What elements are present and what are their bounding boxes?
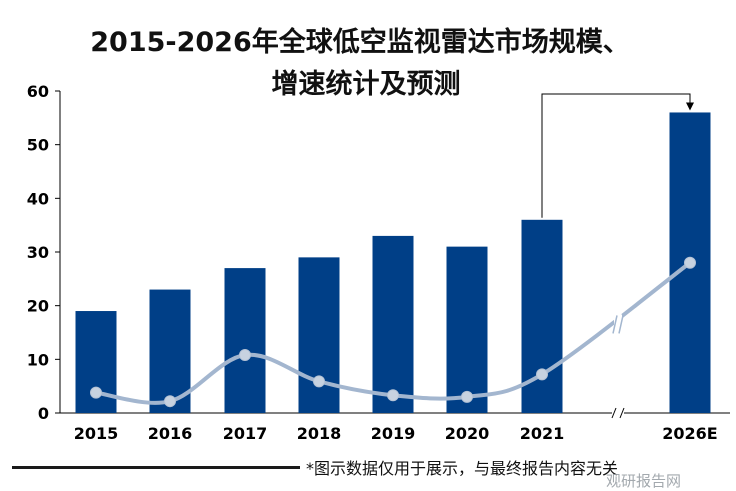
watermark: 观研报告网 (606, 472, 682, 490)
x-tick-label: 2017 (223, 424, 268, 443)
growth-marker (387, 389, 399, 402)
x-tick-label: 2015 (74, 424, 119, 443)
growth-marker (313, 375, 325, 388)
x-tick-label: 2026E (662, 424, 717, 443)
x-tick-label: 2018 (297, 424, 342, 443)
growth-marker (239, 349, 251, 362)
bar (372, 235, 414, 413)
line-break-mark (612, 315, 618, 334)
growth-marker (90, 386, 102, 399)
growth-marker (461, 390, 473, 403)
chart-title-line2: 增速统计及预测 (271, 69, 461, 100)
footnote: *图示数据仅用于展示，与最终报告内容无关 (306, 459, 619, 478)
growth-marker (684, 256, 696, 269)
line-break-mark (618, 315, 624, 334)
y-tick-label: 50 (27, 136, 49, 155)
x-axis-break-mark (619, 407, 625, 419)
bar (298, 257, 340, 413)
growth-marker (536, 368, 548, 381)
bar (224, 268, 266, 413)
annotation-arrow-line (541, 93, 691, 218)
bar (446, 246, 488, 413)
x-axis-break-mark (611, 407, 617, 419)
y-tick-label: 10 (27, 350, 49, 369)
y-tick-label: 40 (27, 189, 49, 208)
annotation-arrow-head (686, 102, 694, 111)
x-tick-label: 2020 (445, 424, 490, 443)
y-tick-label: 60 (27, 82, 49, 101)
chart-title-line1: 2015-2026年全球低空监视雷达市场规模、 (90, 27, 630, 58)
y-tick-label: 30 (27, 243, 49, 262)
growth-marker (164, 395, 176, 408)
growth-line (95, 261, 692, 405)
x-tick-label: 2016 (148, 424, 193, 443)
y-tick-label: 0 (38, 404, 49, 423)
bar (149, 289, 191, 413)
line-break-gap (614, 314, 622, 335)
footer-rule (12, 466, 300, 469)
x-tick-label: 2019 (371, 424, 416, 443)
y-tick-label: 20 (27, 297, 49, 316)
x-tick-label: 2021 (520, 424, 565, 443)
